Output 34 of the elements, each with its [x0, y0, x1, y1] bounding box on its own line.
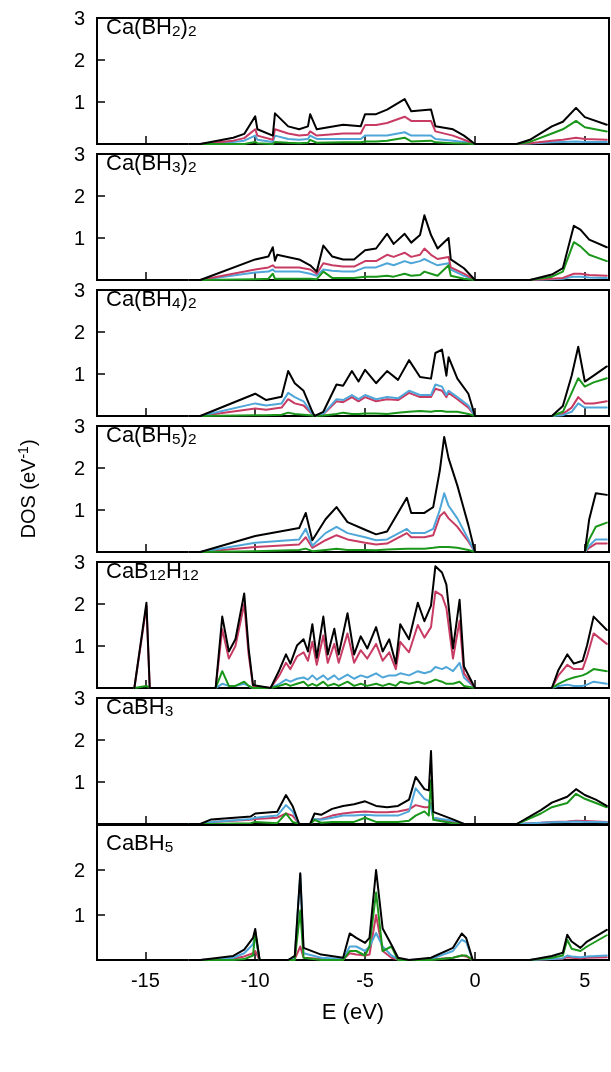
y-tick-label: 3	[73, 551, 85, 573]
y-tick-label: 1	[73, 91, 85, 113]
y-tick-label: 1	[73, 635, 85, 657]
y-tick-label: 3	[73, 7, 85, 29]
y-tick-label: 2	[73, 593, 85, 615]
y-tick-label: 1	[73, 771, 85, 793]
y-tick-label: 3	[73, 415, 85, 437]
y-axis-title: DOS (eV-1)	[15, 439, 39, 539]
chart-title: CaBH5	[106, 829, 174, 855]
x-tick-label: 0	[469, 969, 481, 991]
y-tick-label: 2	[73, 729, 85, 751]
x-axis-title: E (eV)	[321, 998, 385, 1024]
y-tick-label: 2	[73, 185, 85, 207]
x-tick-label: -10	[240, 969, 270, 991]
y-tick-label: 1	[73, 904, 85, 926]
chart-title: Ca(BH5)2	[106, 421, 197, 447]
chart-title: CaBH3	[106, 693, 174, 719]
chart-title: Ca(BH2)2	[106, 13, 197, 39]
chart-title: CaB12H12	[106, 557, 199, 583]
chart-title: Ca(BH3)2	[106, 149, 197, 175]
y-tick-label: 3	[73, 279, 85, 301]
y-tick-label: 1	[73, 499, 85, 521]
x-tick-label: -15	[130, 969, 160, 991]
y-tick-label: 2	[73, 457, 85, 479]
y-tick-label: 1	[73, 227, 85, 249]
chart-title: Ca(BH4)2	[106, 285, 197, 311]
y-tick-label: 2	[73, 859, 85, 881]
y-tick-label: 2	[73, 49, 85, 71]
y-tick-label: 1	[73, 363, 85, 385]
y-tick-label: 3	[73, 687, 85, 709]
x-tick-label: -5	[356, 969, 374, 991]
y-tick-label: 3	[73, 143, 85, 165]
y-tick-label: 2	[73, 321, 85, 343]
x-tick-label: 5	[579, 969, 591, 991]
